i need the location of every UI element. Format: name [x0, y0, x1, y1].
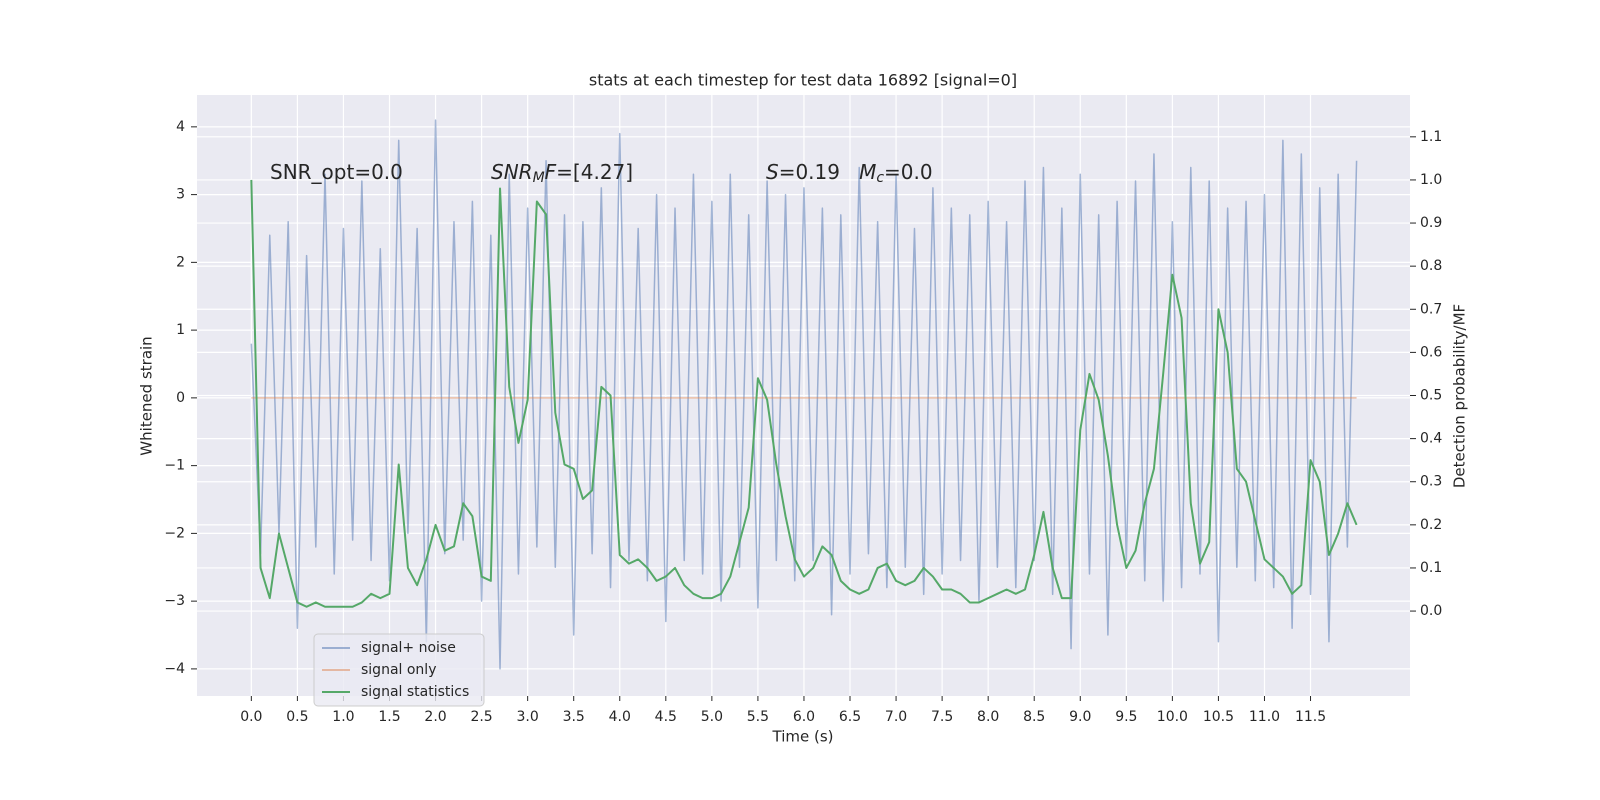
- y2-tick-label: 1.0: [1420, 172, 1442, 188]
- annotation-part: SNR_opt=0.0: [270, 160, 403, 184]
- annotation-part: c: [876, 170, 884, 186]
- annotation-part: =0.0: [884, 160, 933, 184]
- x-tick-label: 6.0: [793, 709, 815, 725]
- x-tick-label: 8.0: [977, 709, 999, 725]
- x-tick-label: 7.0: [885, 709, 907, 725]
- x-tick-label: 3.5: [563, 709, 585, 725]
- x-tick-label: 3.0: [517, 709, 539, 725]
- x-tick-label: 2.5: [470, 709, 492, 725]
- y2-tick-label: 0.3: [1420, 474, 1442, 490]
- y2-tick-label: 0.0: [1420, 603, 1442, 619]
- x-tick-label: 0.5: [286, 709, 308, 725]
- annotation: SNRMF=[4.27]: [491, 160, 633, 187]
- legend-label: signal statistics: [361, 684, 469, 700]
- y2-tick-label: 0.5: [1420, 388, 1442, 404]
- x-tick-label: 9.0: [1069, 709, 1091, 725]
- annotation-part: F: [545, 160, 557, 184]
- x-tick-label: 10.5: [1203, 709, 1234, 725]
- y-tick-label: −4: [164, 661, 185, 677]
- y-tick-label: 1: [176, 322, 185, 338]
- legend-box: [313, 633, 485, 707]
- y-tick-label: 4: [176, 119, 185, 135]
- y2-tick-label: 0.6: [1420, 344, 1442, 360]
- x-tick-label: 4.0: [609, 709, 631, 725]
- y2-tick-label: 1.1: [1420, 129, 1442, 145]
- y-tick-label: 3: [176, 187, 185, 203]
- legend-label: signal only: [361, 662, 436, 678]
- series-line: [250, 179, 1358, 608]
- annotation-part: SNR: [491, 160, 533, 184]
- annotation: S=0.19 Mc=0.0: [766, 160, 933, 187]
- x-tick-label: 9.5: [1115, 709, 1137, 725]
- annotation: SNR_opt=0.0: [270, 160, 403, 184]
- annotation-part: M: [533, 170, 545, 186]
- x-tick-label: 10.0: [1157, 709, 1188, 725]
- y2-tick-label: 0.4: [1420, 431, 1442, 447]
- y2-tick-label: 0.9: [1420, 215, 1442, 231]
- x-tick-label: 1.5: [378, 709, 400, 725]
- y-axis-label: Whitened strain: [138, 336, 156, 455]
- y-tick-label: −2: [164, 525, 185, 541]
- series-line: [250, 119, 1358, 670]
- annotation-part: M: [859, 160, 876, 184]
- y-tick-label: −1: [164, 458, 185, 474]
- annotation-part: S: [766, 160, 779, 184]
- x-tick-label: 5.0: [701, 709, 723, 725]
- y2-tick-label: 0.8: [1420, 258, 1442, 274]
- x-tick-label: 7.5: [931, 709, 953, 725]
- x-tick-label: 0.0: [240, 709, 262, 725]
- y2-tick-label: 0.7: [1420, 301, 1442, 317]
- y2-tick-label: 0.2: [1420, 517, 1442, 533]
- x-tick-label: 5.5: [747, 709, 769, 725]
- x-tick-label: 11.5: [1295, 709, 1326, 725]
- x-tick-label: 11.0: [1249, 709, 1280, 725]
- legend-label: signal+ noise: [361, 640, 456, 656]
- y2-axis-label: Detection probability/MF: [1451, 304, 1469, 488]
- x-tick-label: 1.0: [332, 709, 354, 725]
- annotation-part: =0.19: [779, 160, 859, 184]
- x-tick-label: 4.5: [655, 709, 677, 725]
- y-tick-label: 2: [176, 254, 185, 270]
- x-axis-label: Time (s): [772, 728, 834, 746]
- x-tick-label: 8.5: [1023, 709, 1045, 725]
- annotation-part: =[4.27]: [556, 160, 633, 184]
- x-tick-label: 2.0: [424, 709, 446, 725]
- y2-tick-label: 0.1: [1420, 560, 1442, 576]
- y-tick-label: 0: [176, 390, 185, 406]
- x-tick-label: 6.5: [839, 709, 861, 725]
- chart-title: stats at each timestep for test data 168…: [589, 71, 1017, 90]
- y-tick-label: −3: [164, 593, 185, 609]
